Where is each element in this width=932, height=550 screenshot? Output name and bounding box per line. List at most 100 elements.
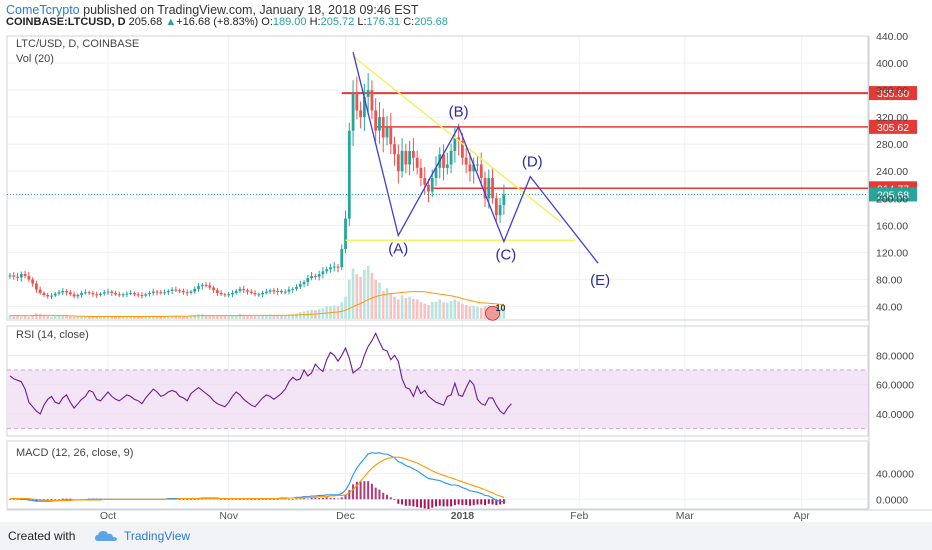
pattern-label: (A)	[388, 240, 408, 257]
volume-bar	[155, 315, 159, 319]
volume-bar	[140, 316, 144, 319]
macd-histogram-bar	[340, 497, 343, 500]
volume-bar	[170, 315, 174, 319]
candle-body	[246, 290, 249, 292]
candle-body	[457, 137, 461, 141]
level-price-tag	[869, 119, 917, 134]
candle-body	[317, 274, 321, 277]
volume-bar	[348, 279, 351, 319]
macd-histogram-bar	[461, 499, 464, 506]
volume-bar	[208, 315, 212, 319]
y-tick-label: 280.00	[876, 139, 908, 151]
rsi-tick-label: 80.0000	[876, 350, 914, 362]
candle-body	[189, 291, 193, 293]
candle-body	[46, 294, 50, 297]
volume-bar	[65, 315, 68, 319]
volume-bar	[442, 302, 445, 319]
volume-bar	[84, 316, 87, 319]
candle-body	[117, 294, 121, 296]
candle-body	[340, 249, 344, 268]
volume-bar	[340, 302, 344, 319]
candle-body	[261, 292, 264, 295]
macd-histogram-bar	[344, 494, 347, 500]
candle-body	[91, 292, 95, 295]
volume-bar	[242, 314, 246, 319]
volume-bar	[38, 313, 42, 319]
volume-bar	[265, 315, 268, 319]
macd-histogram-bar	[423, 499, 426, 509]
candle-body	[125, 293, 129, 295]
pattern-label: (B)	[449, 104, 469, 121]
volume-bar	[287, 314, 291, 319]
volume-bar	[378, 282, 381, 319]
candle-body	[442, 154, 445, 168]
volume-bar	[408, 296, 411, 319]
macd-histogram-bar	[223, 499, 226, 500]
publish-info: published on TradingView.com, January 18…	[83, 3, 419, 17]
macd-histogram-bar	[416, 499, 419, 508]
candle-body	[8, 275, 12, 277]
x-tick-label: Feb	[570, 510, 588, 522]
macd-histogram-bar	[370, 483, 373, 500]
volume-bar	[144, 316, 148, 319]
candle-body	[219, 292, 223, 295]
macd-histogram-bar	[476, 499, 479, 505]
volume-bar	[16, 315, 19, 319]
macd-histogram-bar	[352, 484, 355, 500]
candle-body	[313, 276, 317, 278]
volume-bar	[200, 314, 204, 319]
author-link[interactable]: ComeTcrypto	[6, 3, 80, 17]
candle-body	[61, 290, 65, 293]
volume-bar	[212, 315, 215, 319]
volume-bar	[163, 316, 166, 319]
volume-bar	[106, 316, 110, 319]
candle-body	[411, 150, 415, 158]
x-tick-label: Apr	[794, 510, 811, 522]
candle-body	[378, 117, 381, 131]
macd-histogram-bar	[386, 494, 388, 500]
triangle-pattern: (A) (B) (C) (D) (E) 10	[352, 52, 610, 321]
volume-bar	[219, 316, 223, 319]
macd-histogram-bar	[50, 499, 53, 500]
candle-body	[50, 295, 53, 297]
candle-body	[362, 96, 366, 118]
candle-body	[502, 194, 506, 206]
volume-bar	[291, 314, 295, 319]
candle-body	[494, 198, 498, 216]
volume-bar	[419, 302, 423, 319]
volume-bar	[257, 315, 261, 319]
x-tick-label: Mar	[676, 510, 695, 522]
macd-histogram-bar	[468, 499, 471, 506]
candle-body	[434, 167, 438, 178]
close-label: C:	[403, 16, 415, 28]
macd-histogram-bar	[287, 499, 290, 500]
macd-histogram-bar	[220, 499, 223, 500]
volume-bar	[355, 274, 359, 319]
macd-histogram-bar	[178, 499, 181, 500]
volume-bar	[446, 302, 449, 319]
macd-histogram-bar	[367, 481, 370, 500]
volume-bar	[129, 316, 132, 319]
candle-body	[99, 293, 102, 295]
tradingview-brand-link[interactable]: TradingView	[124, 529, 191, 543]
open-label: O:	[261, 16, 273, 28]
candle-body	[332, 266, 336, 268]
volume-bar	[268, 314, 272, 319]
macd-histogram-bar	[303, 497, 306, 500]
volume-bar	[427, 305, 430, 319]
macd-histogram-bar	[182, 499, 185, 500]
candle-body	[287, 289, 291, 292]
candle-body	[87, 292, 91, 294]
macd-histogram-bar	[254, 499, 257, 500]
volume-bar	[193, 314, 197, 319]
candle-body	[242, 288, 246, 291]
candle-body	[65, 290, 68, 293]
y-tick-label: 240.00	[876, 166, 908, 178]
pane-titles: LTC/USD, D, COINBASE Vol (20) RSI (14, c…	[16, 38, 139, 459]
volume-bar	[167, 316, 170, 319]
candle-body	[366, 90, 370, 97]
candle-body	[144, 294, 148, 296]
publish-header: ComeTcrypto published on TradingView.com…	[6, 3, 419, 17]
volume-bar	[99, 316, 102, 319]
